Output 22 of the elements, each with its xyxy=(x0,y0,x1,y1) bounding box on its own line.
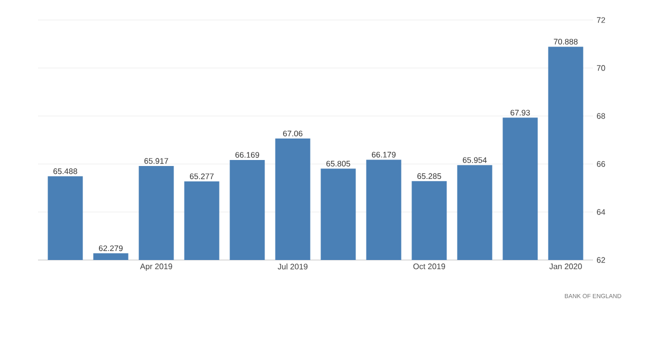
x-tick-label: Jul 2019 xyxy=(278,264,308,270)
data-label: 70.888 xyxy=(554,38,578,44)
data-label: 66.179 xyxy=(372,152,396,158)
data-label: 65.805 xyxy=(326,160,350,166)
x-tick-label: Jan 2020 xyxy=(549,264,582,270)
y-tick-label: 62 xyxy=(596,257,606,263)
data-label: 65.277 xyxy=(190,173,214,180)
data-label: 62.279 xyxy=(98,245,123,252)
data-label: 66.169 xyxy=(235,152,260,158)
y-tick-label: 64 xyxy=(596,209,606,215)
y-tick-label: 72 xyxy=(596,17,606,23)
data-label: 67.06 xyxy=(283,130,302,136)
x-tick-label: Oct 2019 xyxy=(413,264,446,270)
y-tick-label: 66 xyxy=(596,161,606,167)
y-tick-label: 68 xyxy=(596,113,606,119)
data-label: 65.488 xyxy=(53,168,78,174)
data-label: 67.93 xyxy=(510,110,530,116)
data-label: 65.917 xyxy=(144,158,168,164)
data-label: 65.954 xyxy=(462,157,487,163)
x-tick-label: Apr 2019 xyxy=(140,264,172,271)
y-tick-label: 70 xyxy=(596,65,606,71)
data-label: 65.285 xyxy=(417,173,442,179)
